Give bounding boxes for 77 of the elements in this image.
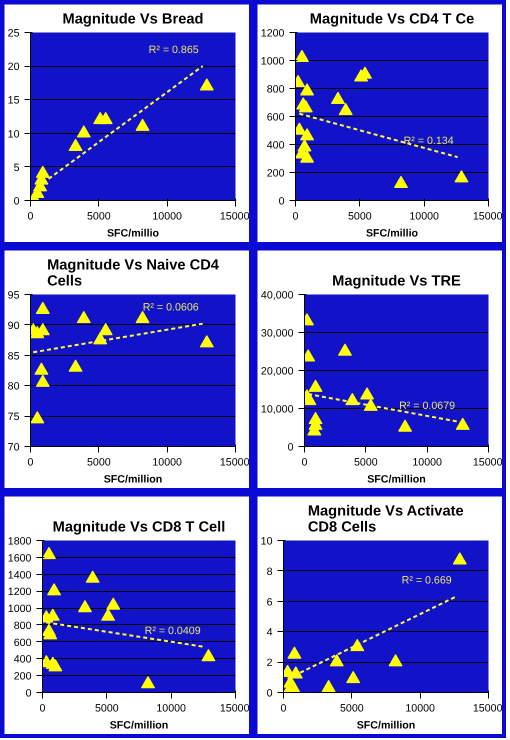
y-tick-label: 10 xyxy=(260,536,273,548)
y-tick-label: 600 xyxy=(266,112,285,124)
y-tick-label: 95 xyxy=(8,290,20,302)
y-tick-label: 8 xyxy=(266,566,273,578)
chart-title: Magnitude Vs CD8 T Cell xyxy=(52,520,226,536)
y-tick-label: 600 xyxy=(14,636,32,649)
y-tick-label: 400 xyxy=(266,140,285,152)
x-axis-title: SFC/million xyxy=(104,474,162,486)
y-tick-label: 20,000 xyxy=(260,366,294,378)
x-tick-label: 10000 xyxy=(156,702,186,714)
y-tick-label: 200 xyxy=(266,168,285,180)
y-tick-label: 85 xyxy=(8,350,20,362)
chart-title: Magnitude Vs TRE xyxy=(332,274,462,290)
annotation: R² = 0.865 xyxy=(148,44,199,56)
annotation: R² = 0.134 xyxy=(404,135,454,148)
y-tick-label: 1600 xyxy=(8,552,32,564)
y-tick-label: 25 xyxy=(8,28,20,40)
annotation: R² = 0.669 xyxy=(402,574,452,587)
x-tick-label: 5000 xyxy=(86,210,111,222)
y-tick-label: 70 xyxy=(8,442,20,454)
y-tick-label: 2 xyxy=(266,657,273,670)
y-tick-label: 90 xyxy=(8,320,20,332)
x-tick-label: 15000 xyxy=(472,456,503,468)
x-tick-label: 15000 xyxy=(220,210,250,222)
y-tick-label: 1200 xyxy=(8,586,32,598)
x-tick-label: 15000 xyxy=(472,210,503,222)
y-tick-label: 1800 xyxy=(8,536,32,548)
x-tick-label: 10000 xyxy=(152,456,182,468)
y-tick-label: 75 xyxy=(8,411,20,424)
x-tick-label: 0 xyxy=(302,456,308,468)
x-tick-label: 5000 xyxy=(340,702,364,714)
y-tick-label: 1000 xyxy=(8,603,32,616)
y-tick-label: 80 xyxy=(8,380,20,393)
y-tick-label: 20 xyxy=(8,61,20,74)
y-tick-label: 1200 xyxy=(260,28,285,40)
x-tick-label: 10000 xyxy=(409,210,440,222)
x-tick-label: 5000 xyxy=(86,456,111,468)
x-tick-label: 15000 xyxy=(220,702,250,714)
y-tick-label: 30,000 xyxy=(260,328,294,340)
chart-title: Magnitude Vs Naive CD4 Cells xyxy=(47,258,220,290)
x-tick-label: 5000 xyxy=(348,210,372,222)
x-axis-title: SFC/millio xyxy=(366,228,419,240)
x-tick-label: 10000 xyxy=(405,702,436,714)
chart-title: Magnitude Vs Bread xyxy=(62,12,204,28)
x-tick-label: 15000 xyxy=(472,702,503,714)
x-tick-label: 0 xyxy=(40,702,46,714)
x-tick-label: 15000 xyxy=(220,456,250,468)
y-tick-label: 1400 xyxy=(8,569,32,582)
y-tick-label: 0 xyxy=(14,196,20,208)
y-tick-label: 0 xyxy=(288,442,294,454)
y-tick-label: 200 xyxy=(14,670,32,683)
chart-title: Magnitude Vs CD4 T Ce xyxy=(310,12,474,28)
x-axis-title: SFC/million xyxy=(110,720,168,732)
y-tick-label: 400 xyxy=(14,654,32,666)
y-tick-label: 0 xyxy=(266,688,273,700)
y-tick-label: 800 xyxy=(14,620,32,632)
y-tick-label: 10,000 xyxy=(260,404,294,416)
x-axis-title: SFC/million xyxy=(367,474,426,486)
x-tick-label: 10000 xyxy=(152,210,182,222)
x-axis-title: SFC/millio xyxy=(106,228,160,240)
annotation: R² = 0.0409 xyxy=(144,624,201,637)
y-tick-label: 800 xyxy=(266,84,285,96)
y-tick-label: 5 xyxy=(14,162,20,174)
y-tick-label: 0 xyxy=(278,196,285,208)
x-tick-label: 5000 xyxy=(354,456,378,468)
chart-title: Magnitude Vs Activate CD8 Cells xyxy=(308,504,464,536)
y-tick-label: 1000 xyxy=(260,56,285,68)
x-tick-label: 5000 xyxy=(94,702,119,714)
x-tick-label: 10000 xyxy=(412,456,442,468)
y-tick-label: 6 xyxy=(266,596,273,608)
y-tick-label: 15 xyxy=(8,94,20,107)
x-axis-title: SFC/million xyxy=(356,720,416,732)
y-tick-label: 10 xyxy=(8,128,20,140)
y-tick-label: 0 xyxy=(26,688,32,700)
annotation: R² = 0.0606 xyxy=(142,302,199,314)
y-tick-label: 4 xyxy=(266,626,273,639)
y-tick-label: 40,000 xyxy=(260,290,294,302)
